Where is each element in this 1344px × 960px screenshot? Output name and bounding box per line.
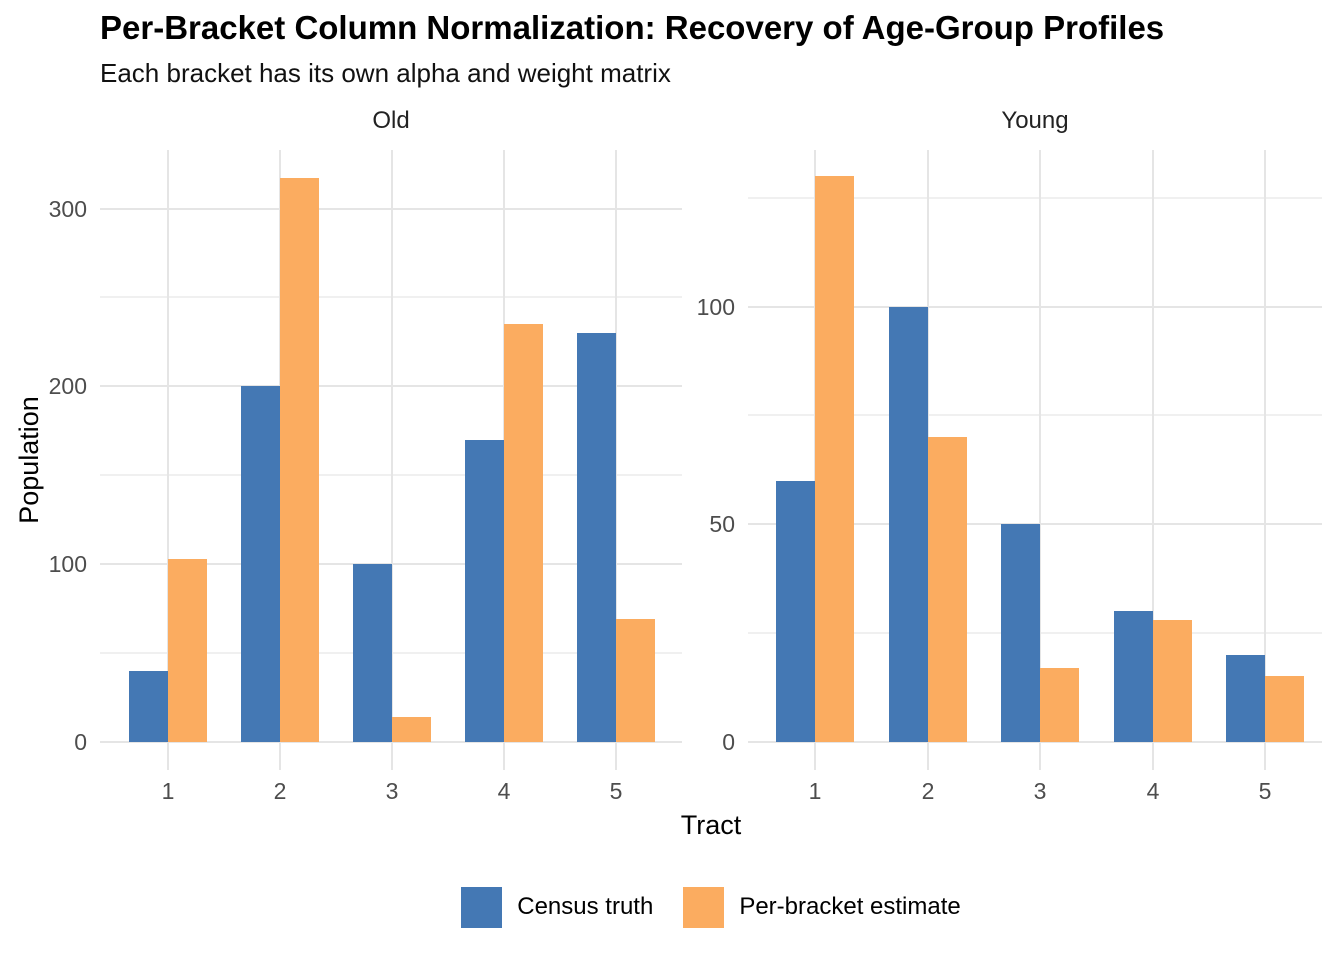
bar-census-truth-young-tract3 bbox=[1001, 524, 1040, 742]
legend-item-per-bracket-estimate: Per-bracket estimate bbox=[683, 886, 961, 928]
legend-item-census-truth: Census truth bbox=[461, 886, 654, 928]
legend: Census truth Per-bracket estimate bbox=[100, 884, 1322, 930]
chart-subtitle: Each bracket has its own alpha and weigh… bbox=[100, 58, 671, 88]
facet-strip-old: Old bbox=[372, 107, 410, 134]
bar-census-truth-old-tract3 bbox=[353, 563, 392, 742]
gridline-major-y100 bbox=[748, 305, 1322, 308]
bar-per-bracket-estimate-young-tract4 bbox=[1153, 619, 1192, 742]
x-tick-label-old-4: 4 bbox=[497, 778, 511, 804]
bar-census-truth-old-tract1 bbox=[129, 670, 168, 742]
legend-swatch-census-truth bbox=[461, 886, 503, 928]
x-tick-label-old-3: 3 bbox=[385, 778, 399, 804]
bar-census-truth-young-tract2 bbox=[889, 306, 928, 742]
gridline-x-tract1 bbox=[167, 150, 169, 770]
legend-label-census-truth: Census truth bbox=[517, 893, 654, 920]
bar-per-bracket-estimate-old-tract2 bbox=[280, 178, 319, 742]
x-axis-title: Tract bbox=[680, 810, 742, 840]
facet-strip-young: Young bbox=[1001, 107, 1069, 134]
gridline-major-y0 bbox=[748, 740, 1322, 743]
bar-per-bracket-estimate-old-tract1 bbox=[168, 558, 207, 742]
x-tick-label-young-1: 1 bbox=[808, 778, 822, 804]
y-tick-label-old-0: 0 bbox=[74, 728, 87, 755]
y-tick-label-old-100: 100 bbox=[48, 550, 87, 577]
y-tick-label-old-300: 300 bbox=[48, 195, 87, 222]
gridline-x-tract4 bbox=[1152, 150, 1154, 770]
y-tick-label-young-100: 100 bbox=[696, 293, 735, 320]
bar-census-truth-young-tract5 bbox=[1226, 654, 1265, 742]
y-tick-label-old-200: 200 bbox=[48, 373, 87, 400]
panel-young bbox=[748, 150, 1322, 770]
bar-census-truth-old-tract5 bbox=[577, 332, 616, 742]
gridline-x-tract5 bbox=[1264, 150, 1266, 770]
y-tick-label-young-50: 50 bbox=[709, 511, 735, 538]
bar-per-bracket-estimate-old-tract3 bbox=[392, 716, 431, 742]
bar-per-bracket-estimate-young-tract1 bbox=[815, 176, 854, 742]
gridline-x-tract5 bbox=[615, 150, 617, 770]
x-tick-label-old-1: 1 bbox=[161, 778, 175, 804]
bar-census-truth-old-tract4 bbox=[465, 439, 504, 742]
gridline-minor-y125 bbox=[748, 196, 1322, 199]
x-tick-label-old-2: 2 bbox=[273, 778, 287, 804]
x-tick-label-young-2: 2 bbox=[921, 778, 935, 804]
bar-per-bracket-estimate-old-tract5 bbox=[616, 618, 655, 742]
bar-per-bracket-estimate-young-tract3 bbox=[1040, 667, 1079, 742]
chart-title: Per-Bracket Column Normalization: Recove… bbox=[100, 9, 1165, 46]
bar-per-bracket-estimate-old-tract4 bbox=[504, 324, 543, 742]
y-tick-label-young-0: 0 bbox=[722, 728, 735, 755]
x-tick-label-young-5: 5 bbox=[1258, 778, 1272, 804]
legend-label-per-bracket-estimate: Per-bracket estimate bbox=[739, 893, 961, 920]
gridline-x-tract3 bbox=[391, 150, 393, 770]
gridline-minor-y75 bbox=[748, 414, 1322, 417]
x-tick-label-old-5: 5 bbox=[609, 778, 623, 804]
gridline-x-tract3 bbox=[1039, 150, 1041, 770]
legend-swatch-per-bracket-estimate bbox=[683, 886, 725, 928]
x-tick-label-young-3: 3 bbox=[1033, 778, 1047, 804]
panel-old bbox=[100, 150, 682, 770]
bar-census-truth-old-tract2 bbox=[241, 386, 280, 742]
bar-census-truth-young-tract4 bbox=[1114, 611, 1153, 742]
bar-per-bracket-estimate-young-tract5 bbox=[1265, 676, 1304, 742]
bar-per-bracket-estimate-young-tract2 bbox=[928, 437, 967, 742]
bar-census-truth-young-tract1 bbox=[776, 480, 815, 742]
x-tick-label-young-4: 4 bbox=[1146, 778, 1160, 804]
